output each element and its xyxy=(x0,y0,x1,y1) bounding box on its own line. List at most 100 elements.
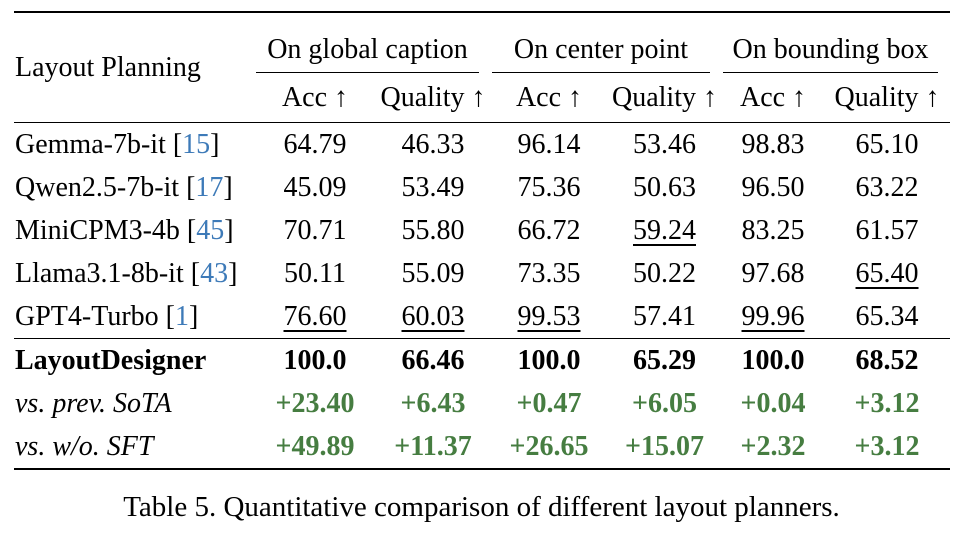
value: +6.43 xyxy=(400,387,466,419)
value: 97.68 xyxy=(741,257,805,289)
value-cell: +26.65 xyxy=(491,425,607,469)
value: 61.57 xyxy=(855,214,919,246)
citation-link[interactable]: 1 xyxy=(175,300,189,332)
column-header-acc: Acc ↑ xyxy=(491,73,607,123)
planner-name: Qwen2.5-7b-it [17] xyxy=(15,171,233,203)
value: +3.12 xyxy=(854,387,920,419)
value: 100.0 xyxy=(517,344,581,376)
value-cell: 70.71 xyxy=(255,209,375,252)
value-cell: 76.60 xyxy=(255,295,375,339)
planner-name: Llama3.1-8b-it [43] xyxy=(15,257,238,289)
value: +3.12 xyxy=(854,430,920,462)
value-cell: 50.63 xyxy=(607,166,722,209)
value: 53.49 xyxy=(401,171,465,203)
value-cell: 98.83 xyxy=(722,123,824,167)
value-cell: +2.32 xyxy=(722,425,824,469)
value: +15.07 xyxy=(625,430,704,462)
value-cell: 97.68 xyxy=(722,252,824,295)
value-cell: +15.07 xyxy=(607,425,722,469)
value-cell: 65.34 xyxy=(824,295,950,339)
planner-name: vs. prev. SoTA xyxy=(15,387,172,419)
value-cell: 55.09 xyxy=(375,252,491,295)
value-cell: +3.12 xyxy=(824,382,950,425)
value: 55.80 xyxy=(401,214,465,246)
value-cell: 65.10 xyxy=(824,123,950,167)
value-cell: 61.57 xyxy=(824,209,950,252)
table-row: Qwen2.5-7b-it [17] 45.09 53.49 75.36 50.63 96… xyxy=(14,166,950,209)
second-best-value: 76.60 xyxy=(283,300,347,332)
group-header-center-point: On center point xyxy=(491,12,722,73)
planner-name: LayoutDesigner xyxy=(14,338,255,382)
value: 50.22 xyxy=(633,257,696,289)
value: 73.35 xyxy=(517,257,581,289)
planner-name: Gemma-7b-it [15] xyxy=(15,128,220,160)
column-header-quality: Quality ↑ xyxy=(607,73,723,123)
value: 65.10 xyxy=(855,128,919,160)
planner-name: MiniCPM3-4b [45] xyxy=(15,214,234,246)
value-cell: 60.03 xyxy=(375,295,491,339)
table-body: Gemma-7b-it [15] 64.79 46.33 96.14 53.46 98.8… xyxy=(14,123,951,470)
group-header-global-caption: On global caption xyxy=(255,12,491,73)
value: 46.33 xyxy=(401,128,465,160)
table-row: LayoutDesigner 100.0 66.46 100.0 65.29 100.0 6… xyxy=(14,338,951,382)
column-header-quality: Quality ↑ xyxy=(824,73,951,123)
value: 63.22 xyxy=(855,171,919,203)
value: +2.32 xyxy=(740,430,806,462)
value-cell: +23.40 xyxy=(255,382,375,425)
value: 75.36 xyxy=(517,171,581,203)
value-cell: 100.0 xyxy=(722,338,825,382)
value: 70.71 xyxy=(283,214,347,246)
group-header-label: On center point xyxy=(492,36,711,73)
table-row: Gemma-7b-it [15] 64.79 46.33 96.14 53.46 98.8… xyxy=(14,123,950,167)
second-best-value: 65.40 xyxy=(855,257,919,289)
value-cell: 53.49 xyxy=(375,166,491,209)
second-best-value: 60.03 xyxy=(401,300,465,332)
value-cell: 66.72 xyxy=(491,209,607,252)
column-header-layout-planning: Layout Planning xyxy=(14,12,255,123)
table-row: vs. w/o. SFT +49.89 +11.37 +26.65 +15.07 +2.3… xyxy=(14,425,950,469)
value: 53.46 xyxy=(633,128,696,160)
planner-name: vs. w/o. SFT xyxy=(15,430,154,462)
value-cell: +6.43 xyxy=(375,382,491,425)
value-cell: 68.52 xyxy=(824,338,951,382)
table-caption: Table 5. Quantitative comparison of diff… xyxy=(123,491,840,523)
value: +23.40 xyxy=(275,387,355,419)
value: 96.50 xyxy=(741,171,805,203)
value: 66.72 xyxy=(517,214,581,246)
citation-link[interactable]: 17 xyxy=(195,171,224,203)
citation-link[interactable]: 43 xyxy=(200,257,229,289)
value: +49.89 xyxy=(275,430,355,462)
value-cell: 65.29 xyxy=(607,338,723,382)
value-cell: 53.46 xyxy=(607,123,722,167)
value: 45.09 xyxy=(283,171,347,203)
results-table: Layout Planning On global caption On cen… xyxy=(14,11,951,470)
table-header: Layout Planning On global caption On cen… xyxy=(14,12,951,123)
value-cell: 96.14 xyxy=(491,123,607,167)
value-cell: 73.35 xyxy=(491,252,607,295)
column-header-acc: Acc ↑ xyxy=(722,73,825,123)
value: 50.63 xyxy=(633,171,696,203)
value-cell: +49.89 xyxy=(255,425,375,469)
value-cell: 100.0 xyxy=(491,338,607,382)
paper-table-figure: Layout Planning On global caption On cen… xyxy=(0,11,963,550)
column-header-acc: Acc ↑ xyxy=(255,73,375,123)
value: 64.79 xyxy=(283,128,347,160)
value-cell: 57.41 xyxy=(607,295,722,339)
second-best-value: 59.24 xyxy=(633,214,696,246)
value: 65.34 xyxy=(855,300,919,332)
value-cell: 96.50 xyxy=(722,166,824,209)
second-best-value: 99.53 xyxy=(517,300,581,332)
value: 65.29 xyxy=(633,344,696,376)
citation-link[interactable]: 45 xyxy=(196,214,225,246)
value: 66.46 xyxy=(401,344,465,376)
value-cell: 59.24 xyxy=(607,209,722,252)
value: 83.25 xyxy=(741,214,805,246)
table-row: GPT4-Turbo [1] 76.60 60.03 99.53 57.41 99.96 6… xyxy=(14,295,950,339)
value: 100.0 xyxy=(283,344,347,376)
value-cell: 83.25 xyxy=(722,209,824,252)
table-row: vs. prev. SoTA +23.40 +6.43 +0.47 +6.05 +0.04… xyxy=(14,382,950,425)
value: +11.37 xyxy=(394,430,472,462)
citation-link[interactable]: 15 xyxy=(182,128,211,160)
table-row: MiniCPM3-4b [45] 70.71 55.80 66.72 59.24 83.2… xyxy=(14,209,950,252)
value-cell: 46.33 xyxy=(375,123,491,167)
